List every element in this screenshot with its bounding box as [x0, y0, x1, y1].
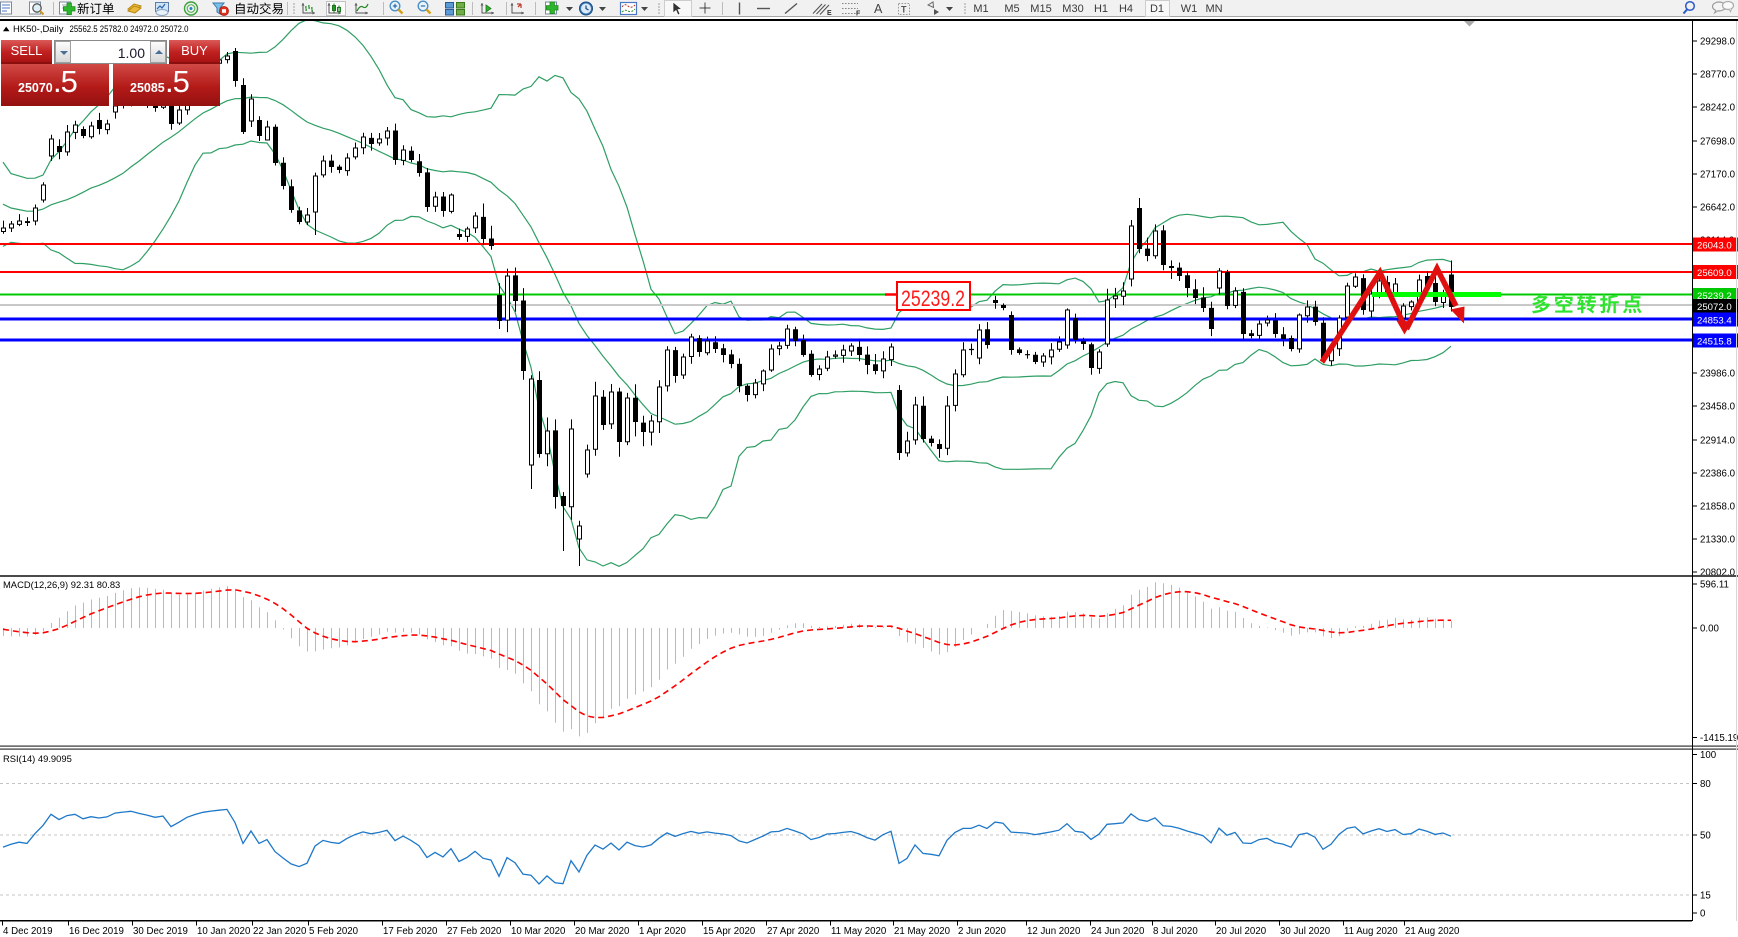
svg-text:M15: M15	[1030, 3, 1051, 15]
svg-text:24 Jun 2020: 24 Jun 2020	[1091, 926, 1145, 937]
svg-text:-1415.19: -1415.19	[1700, 733, 1738, 744]
svg-text:20802.0: 20802.0	[1700, 568, 1736, 579]
svg-text:4 Dec 2019: 4 Dec 2019	[3, 926, 53, 937]
svg-text:50: 50	[1700, 831, 1711, 842]
svg-text:15 Apr 2020: 15 Apr 2020	[703, 926, 756, 937]
svg-text:17 Feb 2020: 17 Feb 2020	[383, 926, 438, 937]
svg-text:28242.0: 28242.0	[1700, 103, 1736, 114]
svg-text:RSI(14) 49.9095: RSI(14) 49.9095	[3, 753, 72, 764]
svg-text:25072.0: 25072.0	[1697, 302, 1732, 313]
svg-text:26642.0: 26642.0	[1700, 203, 1736, 214]
svg-text:12 Jun 2020: 12 Jun 2020	[1027, 926, 1081, 937]
svg-text:2 Jun 2020: 2 Jun 2020	[958, 926, 1007, 937]
svg-text:F: F	[856, 11, 861, 18]
svg-text:H4: H4	[1119, 3, 1133, 15]
svg-text:28770.0: 28770.0	[1700, 70, 1736, 81]
svg-text:27170.0: 27170.0	[1700, 170, 1736, 181]
svg-text:22386.0: 22386.0	[1700, 469, 1736, 480]
svg-text:24515.8: 24515.8	[1697, 337, 1732, 348]
svg-text:20 Mar 2020: 20 Mar 2020	[575, 926, 630, 937]
svg-text:21858.0: 21858.0	[1700, 502, 1736, 513]
svg-text:E: E	[827, 10, 832, 17]
svg-text:27 Feb 2020: 27 Feb 2020	[447, 926, 502, 937]
svg-text:W1: W1	[1181, 3, 1198, 15]
svg-text:26043.0: 26043.0	[1697, 241, 1732, 252]
svg-text:0: 0	[1700, 909, 1706, 920]
svg-text:30 Jul 2020: 30 Jul 2020	[1280, 926, 1331, 937]
svg-text:MN: MN	[1205, 3, 1222, 15]
svg-text:MACD(12,26,9) 92.31 80.83: MACD(12,26,9) 92.31 80.83	[3, 579, 120, 590]
svg-text:29298.0: 29298.0	[1700, 37, 1736, 48]
svg-text:D1: D1	[1150, 3, 1164, 15]
svg-text:5 Feb 2020: 5 Feb 2020	[309, 926, 359, 937]
svg-text:25609.0: 25609.0	[1697, 268, 1732, 279]
svg-text:25239.2: 25239.2	[1697, 291, 1732, 302]
svg-text:24853.4: 24853.4	[1697, 316, 1732, 327]
svg-text:20 Jul 2020: 20 Jul 2020	[1216, 926, 1267, 937]
svg-text:H1: H1	[1094, 3, 1108, 15]
svg-text:15: 15	[1700, 891, 1711, 902]
svg-text:HK50-,Daily: HK50-,Daily	[13, 24, 64, 35]
svg-text:T: T	[901, 5, 907, 15]
svg-text:21330.0: 21330.0	[1700, 535, 1736, 546]
svg-text:30 Dec 2019: 30 Dec 2019	[133, 926, 188, 937]
svg-text:M1: M1	[973, 3, 988, 15]
svg-text:M30: M30	[1062, 3, 1083, 15]
svg-text:0.00: 0.00	[1700, 624, 1719, 635]
svg-text:100: 100	[1700, 750, 1717, 761]
svg-text:22 Jan 2020: 22 Jan 2020	[253, 926, 307, 937]
svg-text:11 Aug 2020: 11 Aug 2020	[1344, 926, 1398, 937]
svg-text:25562.5 25782.0 24972.0 25072.: 25562.5 25782.0 24972.0 25072.0	[70, 24, 189, 35]
svg-text:21 May 2020: 21 May 2020	[894, 926, 951, 937]
svg-text:23986.0: 23986.0	[1700, 369, 1736, 380]
svg-text:22914.0: 22914.0	[1700, 436, 1736, 447]
svg-text:M5: M5	[1004, 3, 1019, 15]
svg-text:25239.2: 25239.2	[901, 286, 965, 311]
svg-text:27698.0: 27698.0	[1700, 137, 1736, 148]
svg-text:11 May 2020: 11 May 2020	[831, 926, 887, 937]
svg-text:1 Apr 2020: 1 Apr 2020	[639, 926, 686, 937]
svg-text:80: 80	[1700, 779, 1711, 790]
svg-text:8 Jul 2020: 8 Jul 2020	[1153, 926, 1198, 937]
svg-text:27 Apr 2020: 27 Apr 2020	[767, 926, 820, 937]
svg-text:21 Aug 2020: 21 Aug 2020	[1405, 926, 1460, 937]
svg-text:10 Mar 2020: 10 Mar 2020	[511, 926, 566, 937]
svg-text:10 Jan 2020: 10 Jan 2020	[197, 926, 251, 937]
svg-text:23458.0: 23458.0	[1700, 402, 1736, 413]
svg-text:A: A	[874, 2, 883, 16]
svg-text:596.11: 596.11	[1700, 580, 1729, 591]
svg-text:16 Dec 2019: 16 Dec 2019	[69, 926, 124, 937]
